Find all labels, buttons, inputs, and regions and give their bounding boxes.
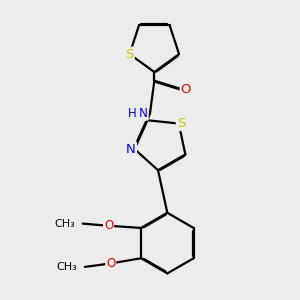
Text: O: O bbox=[104, 219, 113, 232]
Text: CH₃: CH₃ bbox=[54, 219, 75, 229]
Text: N: N bbox=[126, 142, 136, 156]
Text: H N: H N bbox=[128, 107, 148, 120]
Text: O: O bbox=[181, 83, 191, 96]
Text: CH₃: CH₃ bbox=[56, 262, 77, 272]
Text: S: S bbox=[125, 48, 134, 61]
Text: O: O bbox=[106, 257, 116, 270]
Text: S: S bbox=[177, 117, 185, 130]
